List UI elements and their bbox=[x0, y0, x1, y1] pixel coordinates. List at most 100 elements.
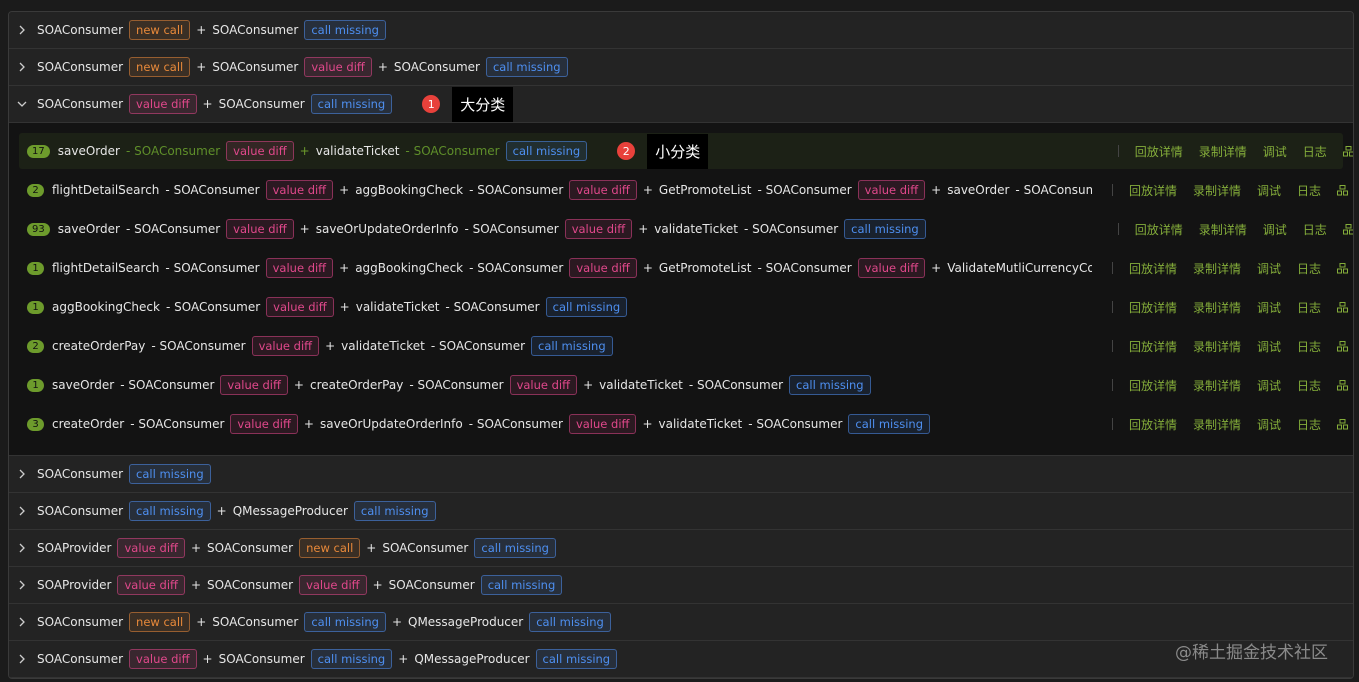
calls: saveOrder - SOAConsumer value diff + saveOrU… bbox=[58, 219, 1098, 239]
divider bbox=[1112, 262, 1113, 274]
item-row: 93 saveOrder - SOAConsumer value diff + saveO… bbox=[19, 211, 1353, 247]
status-tag: new call bbox=[129, 57, 191, 77]
service-name: SOAConsumer bbox=[134, 144, 221, 158]
action-link[interactable]: 录制详情 bbox=[1193, 183, 1242, 198]
service: - SOAConsumer bbox=[445, 300, 539, 314]
service-name: SOAConsumer bbox=[765, 183, 852, 197]
action-link[interactable]: 调试 bbox=[1262, 144, 1287, 159]
group-row[interactable]: SOAProvider value diff + SOAConsumer new cal… bbox=[9, 530, 1353, 567]
more-icon[interactable] bbox=[1337, 262, 1349, 274]
action-link[interactable]: 录制详情 bbox=[1198, 144, 1247, 159]
plus: + bbox=[196, 23, 207, 37]
action-link[interactable]: 调试 bbox=[1257, 300, 1282, 315]
status-tag: value diff bbox=[299, 575, 367, 595]
action-link[interactable]: 回放详情 bbox=[1129, 417, 1178, 432]
item-row: 17 saveOrder - SOAConsumer value diff + valid… bbox=[19, 133, 1353, 169]
action-link[interactable]: 调试 bbox=[1257, 417, 1282, 432]
action-link[interactable]: 调试 bbox=[1262, 222, 1287, 237]
action-link[interactable]: 回放详情 bbox=[1129, 300, 1178, 315]
dash: - bbox=[125, 222, 131, 236]
method-name: createOrder bbox=[52, 417, 125, 431]
chevron[interactable] bbox=[17, 617, 27, 627]
plus: + bbox=[202, 97, 213, 111]
count-badge: 1 bbox=[27, 300, 44, 314]
method-name: createOrderPay bbox=[52, 339, 146, 353]
service: - SOAConsumer bbox=[748, 417, 842, 431]
more-icon[interactable] bbox=[1342, 223, 1354, 235]
action-link[interactable]: 日志 bbox=[1297, 339, 1322, 354]
more-icon[interactable] bbox=[1337, 301, 1349, 313]
action-link[interactable]: 日志 bbox=[1297, 417, 1322, 432]
chevron[interactable] bbox=[17, 543, 27, 553]
service-name: SOAProvider bbox=[37, 541, 112, 555]
more-icon[interactable] bbox=[1337, 418, 1349, 430]
dash: - bbox=[120, 378, 125, 392]
chevron[interactable] bbox=[17, 99, 27, 109]
action-link[interactable]: 录制详情 bbox=[1193, 261, 1242, 276]
action-link[interactable]: 回放详情 bbox=[1129, 339, 1178, 354]
count-badge: 93 bbox=[27, 222, 50, 236]
action-link[interactable]: 录制详情 bbox=[1198, 222, 1247, 237]
more-icon[interactable] bbox=[1337, 379, 1349, 391]
action-link[interactable]: 日志 bbox=[1302, 222, 1327, 237]
action-link[interactable]: 回放详情 bbox=[1134, 222, 1183, 237]
annotation-number: 2 bbox=[617, 142, 636, 160]
action-link[interactable]: 回放详情 bbox=[1134, 144, 1183, 159]
actions: 回放详情 录制详情 调试 日志 bbox=[1117, 221, 1354, 238]
service-name: SOAConsumer bbox=[417, 378, 504, 392]
chevron[interactable] bbox=[17, 506, 27, 516]
group-row[interactable]: SOAConsumer call missing bbox=[9, 456, 1353, 493]
more-icon[interactable] bbox=[1337, 340, 1349, 352]
divider bbox=[1112, 301, 1113, 313]
more-icon[interactable] bbox=[1342, 145, 1354, 157]
calls: saveOrder - SOAConsumer value diff + createO… bbox=[52, 375, 1092, 395]
service-name: SOAConsumer bbox=[174, 300, 261, 314]
service-name: SOAConsumer bbox=[37, 60, 124, 74]
group-row[interactable]: SOAConsumer new call + SOAConsumer call miss… bbox=[9, 604, 1353, 641]
group-row[interactable]: SOAConsumer value diff + SOAConsumer call mi… bbox=[9, 641, 1353, 678]
action-link[interactable]: 调试 bbox=[1257, 261, 1282, 276]
action-link[interactable]: 录制详情 bbox=[1193, 300, 1242, 315]
dash: - bbox=[464, 222, 469, 236]
service-name: SOAConsumer bbox=[696, 378, 784, 392]
service-name: SOAConsumer bbox=[393, 60, 480, 74]
chevron[interactable] bbox=[17, 580, 27, 590]
count-badge: 1 bbox=[27, 378, 44, 392]
action-link[interactable]: 日志 bbox=[1297, 261, 1322, 276]
group-row[interactable]: SOAConsumer new call + SOAConsumer value dif… bbox=[9, 49, 1353, 86]
action-link[interactable]: 日志 bbox=[1297, 183, 1322, 198]
dash: - bbox=[405, 144, 410, 158]
group-row[interactable]: SOAConsumer value diff + SOAConsumer call mi… bbox=[9, 86, 1353, 123]
action-link[interactable]: 日志 bbox=[1297, 378, 1322, 393]
service: - SOAConsumer bbox=[469, 183, 563, 197]
group-row[interactable]: SOAConsumer call missing + QMessageProducer… bbox=[9, 493, 1353, 530]
plus: + bbox=[190, 578, 202, 592]
action-link[interactable]: 调试 bbox=[1257, 183, 1282, 198]
status-tag: new call bbox=[129, 612, 191, 632]
chevron[interactable] bbox=[17, 62, 27, 72]
service-name: SOAConsumer bbox=[477, 261, 564, 275]
group-row[interactable]: SOAProvider value diff + SOAConsumer value d… bbox=[9, 567, 1353, 604]
plus: + bbox=[372, 578, 383, 592]
method-name: validateTicket bbox=[355, 300, 440, 314]
action-link[interactable]: 日志 bbox=[1302, 144, 1327, 159]
action-link[interactable]: 日志 bbox=[1297, 300, 1322, 315]
status-tag: call missing bbox=[844, 219, 926, 239]
dash: - bbox=[757, 261, 762, 275]
action-link[interactable]: 录制详情 bbox=[1193, 378, 1242, 393]
more-icon[interactable] bbox=[1337, 184, 1349, 196]
action-link[interactable]: 回放详情 bbox=[1129, 183, 1178, 198]
action-link[interactable]: 回放详情 bbox=[1129, 378, 1178, 393]
plus: + bbox=[339, 261, 350, 275]
action-link[interactable]: 调试 bbox=[1257, 378, 1282, 393]
service-name: SOAConsumer bbox=[207, 578, 294, 592]
action-link[interactable]: 回放详情 bbox=[1129, 261, 1178, 276]
group-row[interactable]: SOAConsumer new call + SOAConsumer call miss… bbox=[9, 12, 1353, 49]
action-link[interactable]: 调试 bbox=[1257, 339, 1282, 354]
action-link[interactable]: 录制详情 bbox=[1193, 417, 1242, 432]
status-tag: call missing bbox=[310, 649, 393, 669]
action-link[interactable]: 录制详情 bbox=[1193, 339, 1242, 354]
chevron[interactable] bbox=[17, 25, 27, 35]
chevron[interactable] bbox=[17, 469, 27, 479]
chevron[interactable] bbox=[17, 654, 27, 664]
